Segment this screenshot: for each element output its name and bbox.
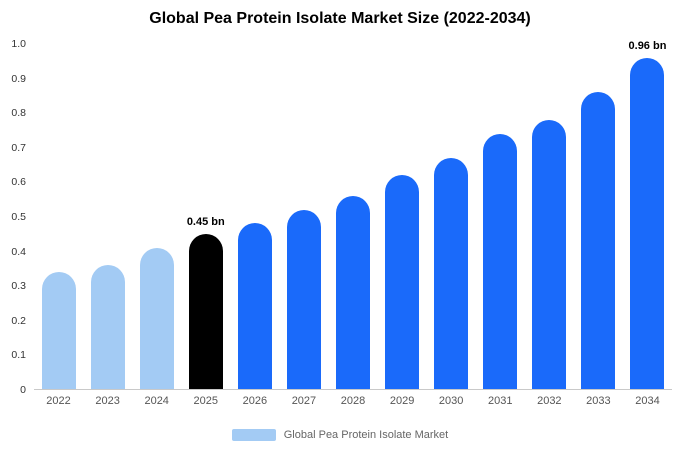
y-tick-label: 0.4 xyxy=(11,245,26,258)
x-tick-label-2025: 2025 xyxy=(193,395,219,407)
y-tick-label: 0.8 xyxy=(11,107,26,120)
legend-label: Global Pea Protein Isolate Market xyxy=(283,429,449,441)
y-tick-label: 1.0 xyxy=(11,38,26,50)
legend-swatch xyxy=(231,429,276,441)
bar-2024 xyxy=(139,247,174,389)
bar-column-2026: 2026 xyxy=(230,44,279,407)
bar-2033 xyxy=(581,92,616,389)
x-tick-label-2033: 2033 xyxy=(586,395,611,407)
bar-value-label-2034: 0.96 bn xyxy=(628,39,667,52)
y-axis: 0 0.1 0.2 0.3 0.4 0.5 0.6 0.7 0.8 0.9 1.0 xyxy=(0,38,30,396)
bar-2026 xyxy=(237,223,272,389)
y-tick-label: 0.6 xyxy=(11,176,26,189)
bar-column-2032: 2032 xyxy=(525,44,574,407)
x-tick-label-2030: 2030 xyxy=(438,395,464,407)
bar-column-2031: 2031 xyxy=(476,44,525,407)
x-tick-label-2023: 2023 xyxy=(95,395,120,407)
bar-value-label-2025: 0.45 bn xyxy=(186,215,225,228)
y-tick-label: 0.2 xyxy=(11,314,26,327)
bar-column-2022: 2022 xyxy=(34,44,83,407)
bar-column-2030: 2030 xyxy=(427,44,476,407)
x-tick-label-2031: 2031 xyxy=(488,395,513,407)
bar-2031 xyxy=(483,133,518,389)
bar-2028 xyxy=(336,195,370,389)
bar-column-2024: 2024 xyxy=(132,44,181,407)
bar-column-2033: 2033 xyxy=(574,44,623,407)
chart-title: Global Pea Protein Isolate Market Size (… xyxy=(149,10,531,27)
bar-column-2028: 2028 xyxy=(328,44,377,407)
bar-2022 xyxy=(41,271,76,389)
legend: Global Pea Protein Isolate Market xyxy=(0,429,680,441)
bar-column-2027: 2027 xyxy=(279,44,328,407)
x-tick-label-2029: 2029 xyxy=(389,395,415,407)
y-tick-label: 0.1 xyxy=(11,349,26,362)
bar-2025 xyxy=(188,233,223,389)
bar-2032 xyxy=(532,119,567,389)
x-tick-label-2027: 2027 xyxy=(291,395,317,407)
x-tick-label-2034: 2034 xyxy=(635,395,660,407)
y-tick-label: 0.5 xyxy=(11,211,26,223)
x-tick-label-2026: 2026 xyxy=(242,395,268,407)
x-tick-label-2024: 2024 xyxy=(144,395,169,407)
bar-column-2034: 0.96 bn 2034 xyxy=(623,40,672,407)
bar-2029 xyxy=(385,175,420,389)
bar-2030 xyxy=(434,157,469,389)
x-tick-label-2028: 2028 xyxy=(340,395,366,407)
plot-area: 2022 2023 2024 0.45 bn 2025 2026 2027 2028 2029 2… xyxy=(34,40,672,407)
bar-column-2029: 2029 xyxy=(378,44,427,407)
y-tick-label: 0.9 xyxy=(11,72,26,85)
y-tick-label: 0 xyxy=(20,384,26,396)
x-tick-label-2022: 2022 xyxy=(46,395,71,407)
bar-2023 xyxy=(90,264,125,389)
bar-column-2025: 0.45 bn 2025 xyxy=(181,44,230,407)
x-tick-label-2032: 2032 xyxy=(537,395,562,407)
bar-2034 xyxy=(630,57,665,389)
bar-column-2023: 2023 xyxy=(83,44,132,407)
y-tick-label: 0.7 xyxy=(11,141,26,154)
bar-2027 xyxy=(286,209,321,389)
y-tick-label: 0.3 xyxy=(11,280,26,293)
